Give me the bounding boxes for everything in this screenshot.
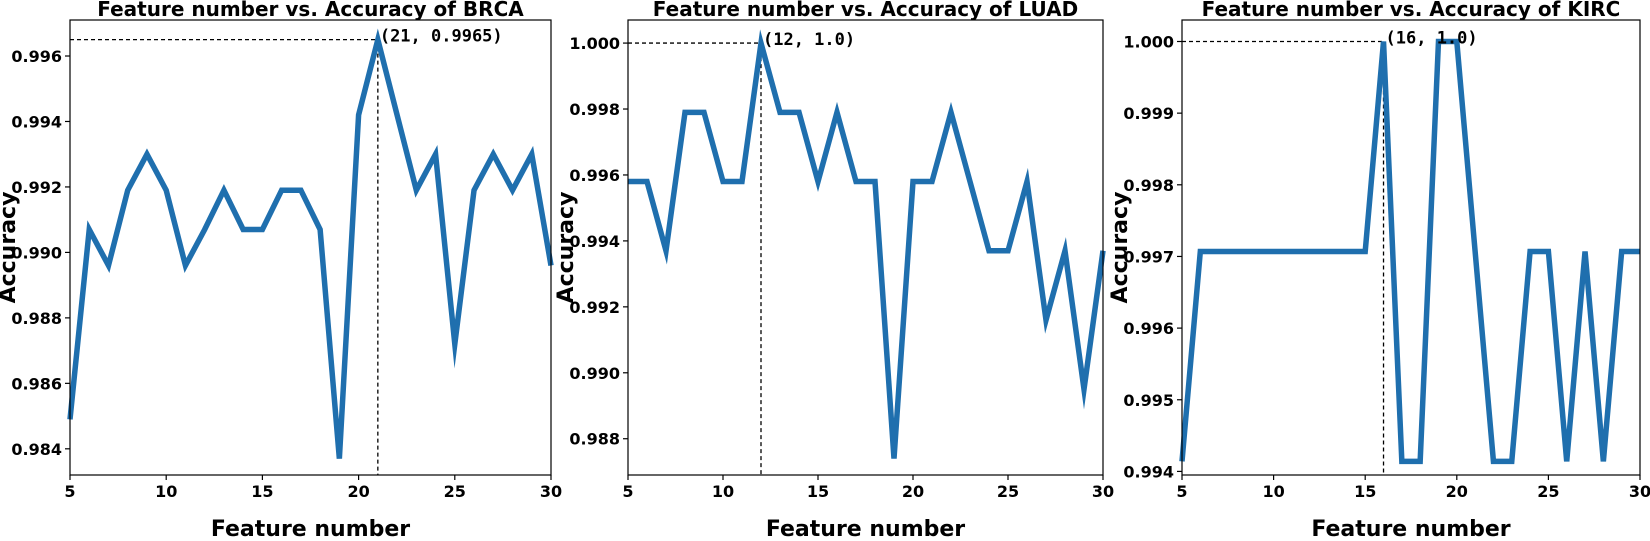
x-tick-label: 5 (622, 482, 633, 501)
accuracy-series-line (67, 28, 554, 459)
x-tick-label: 10 (155, 482, 177, 501)
x-tick-label: 30 (540, 482, 562, 501)
y-tick-label: 0.995 (1123, 391, 1174, 410)
x-tick-label: 10 (712, 482, 734, 501)
x-tick-label: 5 (1176, 482, 1187, 501)
x-tick-label: 25 (444, 482, 466, 501)
y-tick-label: 0.994 (1123, 462, 1174, 481)
y-tick-label: 0.996 (1123, 319, 1174, 338)
x-tick-label: 5 (64, 482, 75, 501)
y-tick-label: 0.996 (569, 166, 620, 185)
x-tick-label: 10 (1262, 482, 1284, 501)
chart-panel-3: Feature number vs. Accuracy of KIRC 5 10 15… (1108, 0, 1650, 541)
y-tick-label: 0.997 (1123, 247, 1174, 266)
chart-panel-2: Feature number vs. Accuracy of LUAD 5 10 15… (554, 0, 1114, 541)
x-tick-label: 20 (347, 482, 369, 501)
plot-frame (69, 19, 552, 476)
x-tick-label: 30 (1092, 482, 1114, 501)
y-tick-label: 0.998 (569, 100, 620, 119)
x-axis-label: Feature number (211, 517, 410, 541)
y-tick-label: 0.999 (1123, 104, 1174, 123)
chart-title: Feature number vs. Accuracy of KIRC (1202, 0, 1621, 21)
x-tick-label: 15 (807, 482, 829, 501)
accuracy-series-line (1179, 38, 1640, 465)
x-tick-label: 25 (997, 482, 1019, 501)
y-axis-label: Accuracy (0, 192, 21, 304)
chart-title: Feature number vs. Accuracy of LUAD (653, 0, 1078, 21)
y-tick-label: 0.990 (569, 364, 620, 383)
y-tick-label: 0.990 (11, 243, 62, 262)
x-tick-label: 15 (251, 482, 273, 501)
chart-panel-1: Feature number vs. Accuracy of BRCA 5 10 15… (0, 0, 562, 541)
x-tick-label: 20 (902, 482, 924, 501)
y-tick-label: 1.000 (1123, 32, 1174, 51)
x-tick-label: 30 (1629, 482, 1650, 501)
x-tick-label: 20 (1446, 482, 1468, 501)
accuracy-series-line (628, 29, 1106, 459)
y-tick-label: 0.986 (11, 374, 62, 393)
y-tick-label: 0.992 (11, 178, 62, 197)
y-tick-label: 0.992 (569, 298, 620, 317)
best-point-annotation: (21, 0.9965) (380, 27, 503, 47)
y-axis-label: Accuracy (554, 192, 579, 304)
best-point-annotation: (16, 1.0) (1386, 28, 1478, 48)
y-tick-label: 0.994 (11, 112, 62, 131)
y-tick-label: 0.984 (11, 440, 62, 459)
chart-title: Feature number vs. Accuracy of BRCA (97, 0, 524, 21)
x-tick-label: 15 (1354, 482, 1376, 501)
y-tick-label: 0.988 (11, 309, 62, 328)
plot-frame (627, 19, 1104, 476)
y-tick-label: 0.998 (1123, 176, 1174, 195)
x-tick-label: 25 (1537, 482, 1559, 501)
y-tick-label: 0.996 (11, 47, 62, 66)
y-tick-label: 0.994 (569, 232, 620, 251)
y-tick-label: 1.000 (569, 34, 620, 53)
plot-frame (1181, 19, 1641, 476)
best-point-annotation: (12, 1.0) (763, 30, 855, 50)
y-axis-label: Accuracy (1108, 192, 1133, 304)
x-axis-label: Feature number (766, 517, 965, 541)
x-axis-label: Feature number (1311, 517, 1510, 541)
y-tick-label: 0.988 (569, 430, 620, 449)
